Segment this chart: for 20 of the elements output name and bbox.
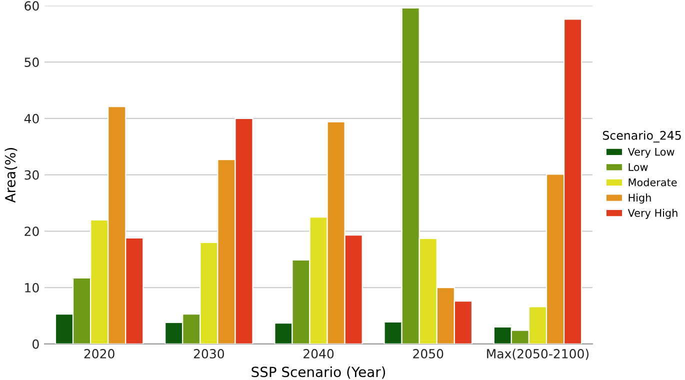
y-tick-label: 40 bbox=[24, 114, 39, 124]
y-tick-label: 50 bbox=[24, 58, 39, 67]
legend-title: Scenario_245 bbox=[602, 130, 681, 142]
legend-label: High bbox=[628, 194, 651, 204]
legend-label: Very High bbox=[628, 208, 678, 219]
legend-label: Very Low bbox=[628, 148, 674, 158]
x-tick-label: 2050 bbox=[413, 348, 444, 358]
y-tick-label: 0 bbox=[32, 339, 39, 349]
y-tick-label: 60 bbox=[24, 1, 39, 11]
y-axis-title: Area(%) bbox=[4, 148, 18, 203]
x-tick-label: Max(2050-2100) bbox=[487, 348, 589, 360]
legend-label: Moderate bbox=[628, 178, 677, 186]
x-tick-label: 2030 bbox=[194, 348, 224, 358]
x-tick-label: 2020 bbox=[84, 348, 114, 358]
x-axis-title: SSP Scenario (Year) bbox=[252, 366, 386, 379]
x-tick-label: 2040 bbox=[304, 348, 334, 358]
y-tick-label: 10 bbox=[25, 283, 39, 292]
y-tick-label: 20 bbox=[24, 226, 39, 236]
y-tick-label: 30 bbox=[24, 170, 39, 180]
legend-label: Low bbox=[628, 163, 648, 172]
